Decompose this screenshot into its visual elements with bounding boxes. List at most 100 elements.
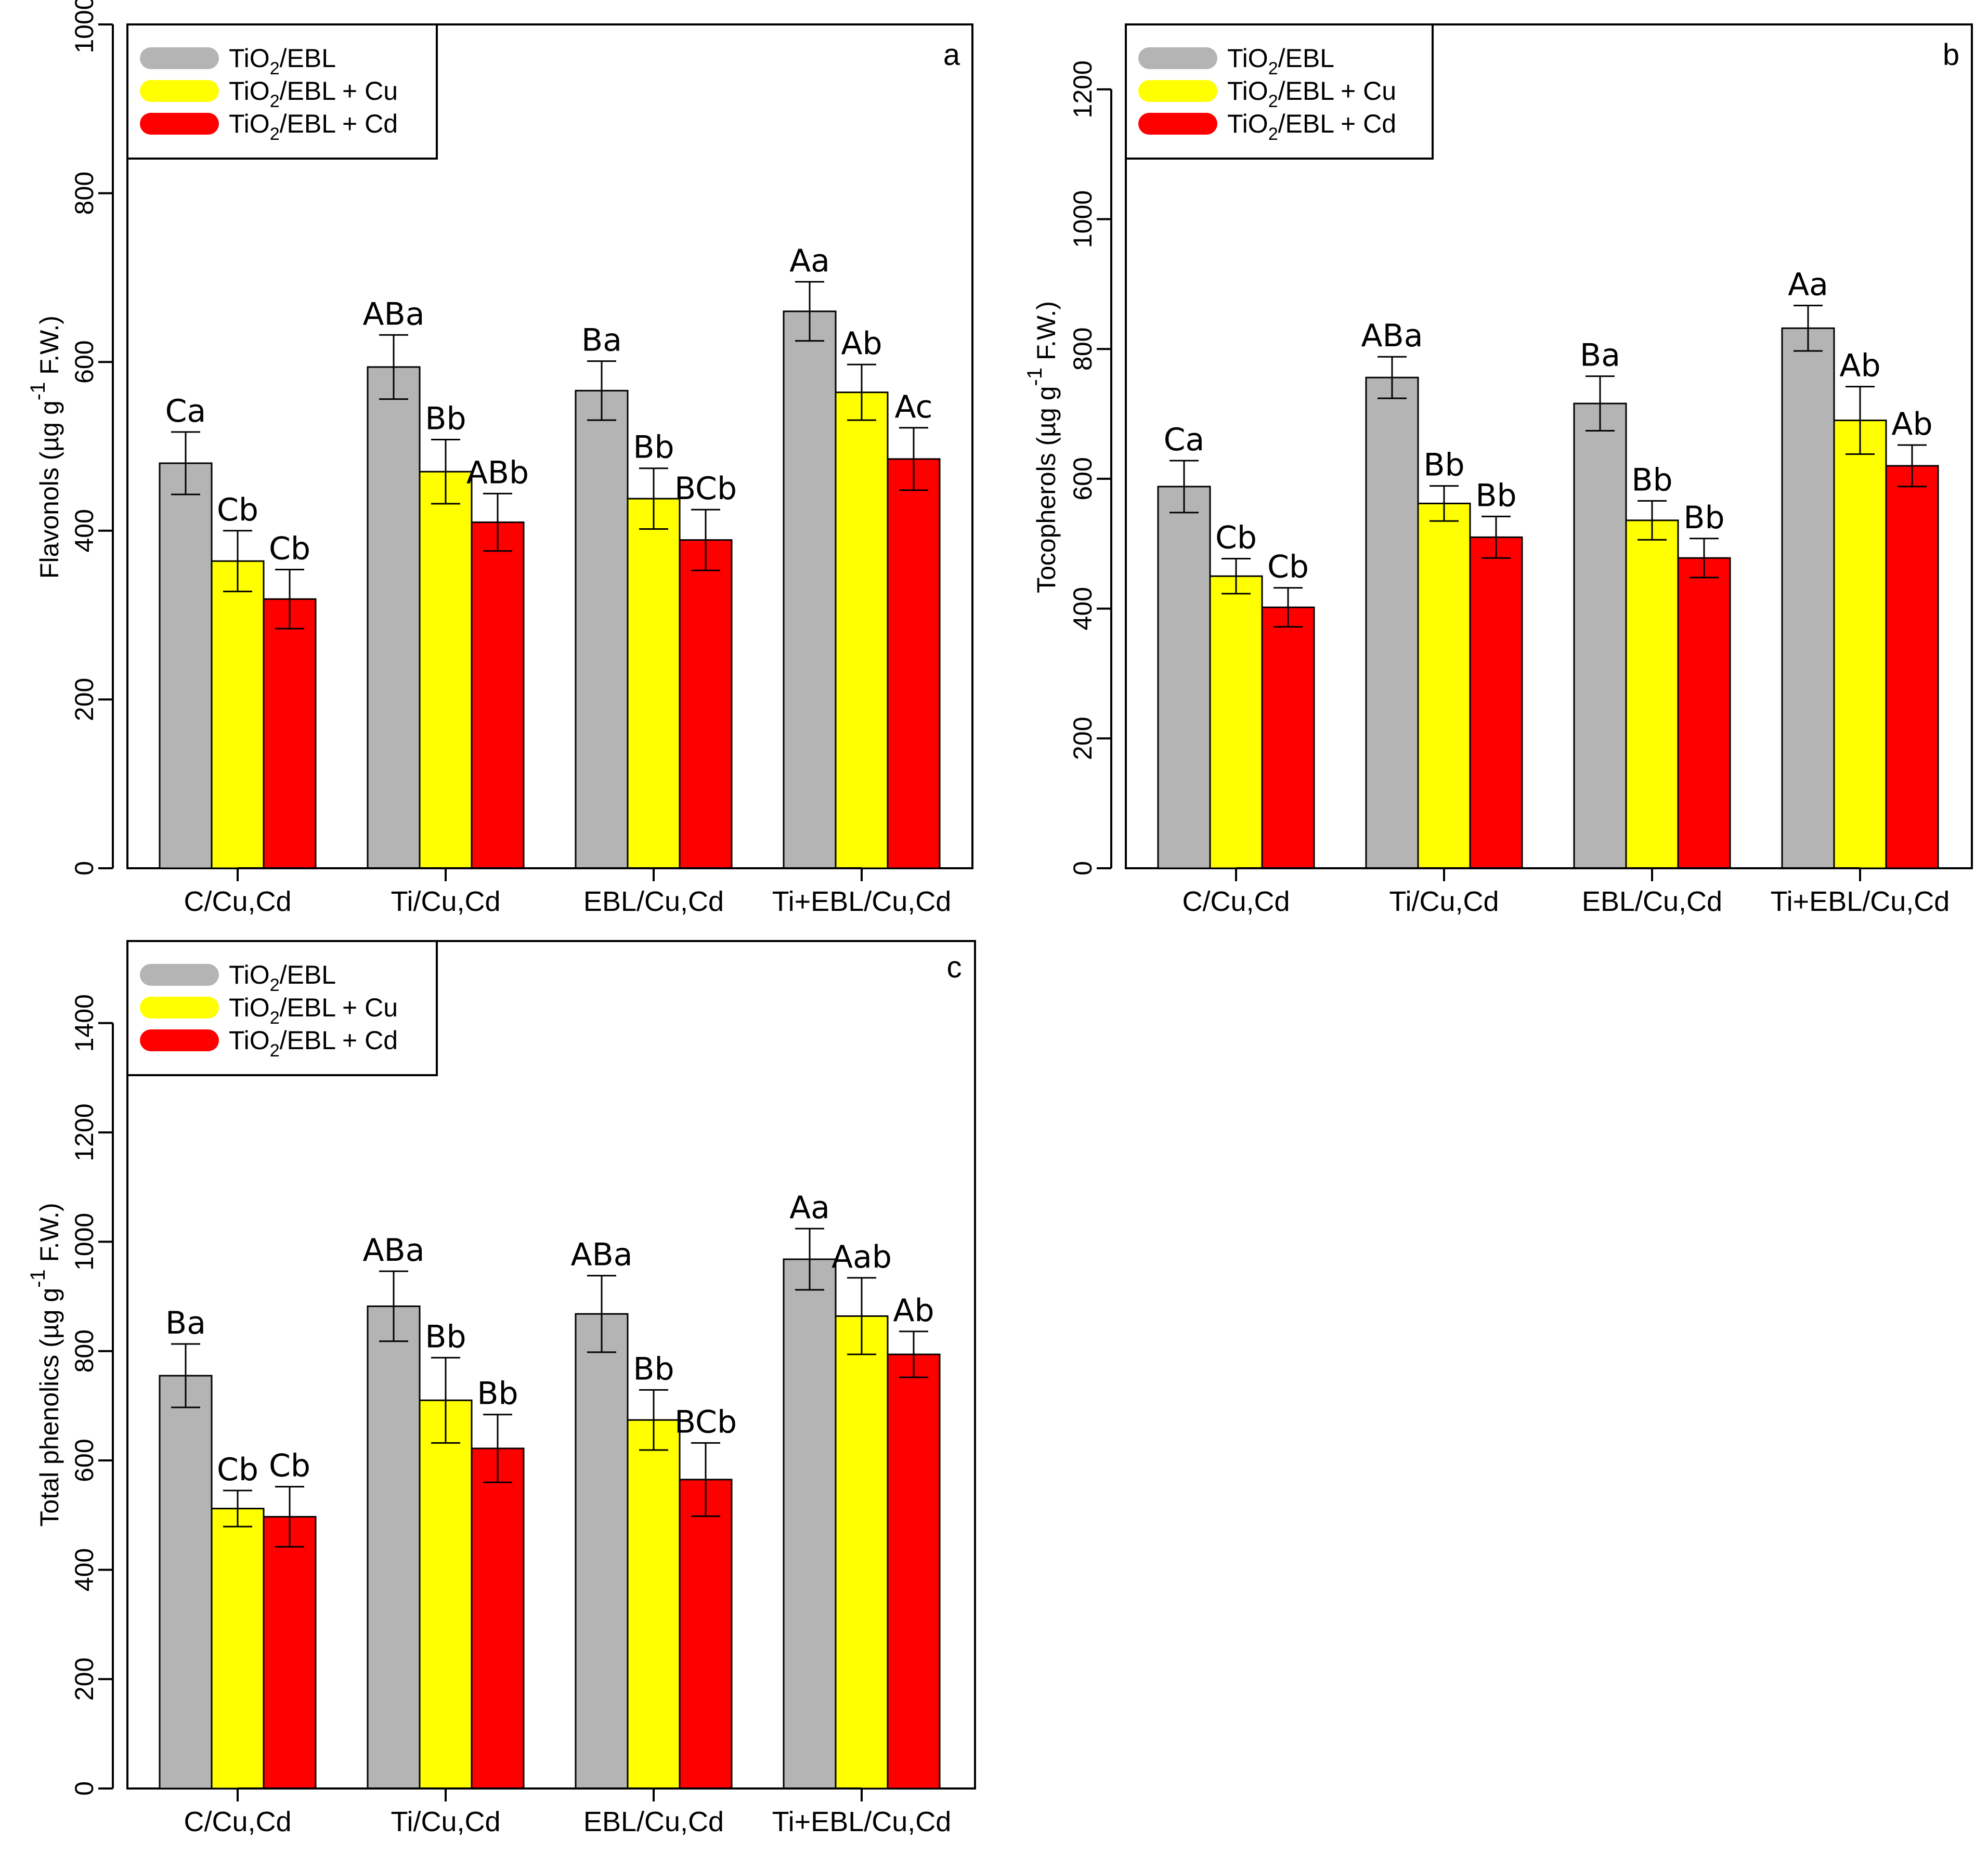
x-axis: C/Cu,Cd Ti/Cu,Cd EBL/Cu,Cd Ti+EBL/Cu,Cd — [184, 867, 952, 917]
bar-red — [263, 598, 317, 869]
bar-yellow — [419, 471, 473, 869]
y-tick-label: 1000 — [70, 1213, 99, 1271]
error-bar — [1690, 538, 1719, 579]
legend-label: TiO2/EBL + Cu — [229, 993, 398, 1028]
y-tick-label: 1000 — [1068, 190, 1097, 248]
legend-entry: TiO2/EBL + Cu — [140, 993, 398, 1028]
bar-yellow — [835, 1315, 889, 1790]
y-axis-title-superscript: -1 — [1023, 368, 1046, 386]
significance-label: Aab — [831, 1239, 892, 1275]
error-bar — [1586, 375, 1615, 432]
y-tick-label: 400 — [70, 509, 99, 552]
bar-gray — [783, 1258, 837, 1790]
error-bar — [275, 568, 304, 630]
error-bar — [483, 492, 512, 552]
x-tick-label: C/Cu,Cd — [184, 886, 291, 917]
significance-label: Aa — [789, 243, 830, 279]
y-tick-label: 0 — [1068, 861, 1097, 876]
bar-yellow — [211, 1508, 265, 1790]
bar-yellow — [1209, 575, 1263, 869]
y-tick-label: 1200 — [70, 1103, 99, 1161]
bar-gray — [159, 1375, 213, 1790]
legend-entry: TiO2/EBL + Cd — [1138, 109, 1396, 144]
y-tick-label: 800 — [70, 172, 99, 215]
y-axis-title-superscript: -1 — [27, 1269, 49, 1288]
error-bar — [431, 439, 460, 505]
significance-label: Ac — [895, 389, 933, 425]
error-bar — [587, 360, 616, 421]
legend-label: TiO2/EBL — [229, 960, 336, 995]
legend-label-subscript: 2 — [1268, 59, 1278, 79]
error-bar — [847, 363, 876, 421]
y-axis-title-main: Flavonols (µg g — [35, 400, 64, 579]
x-tick-label: EBL/Cu,Cd — [583, 886, 724, 917]
bar-red — [1469, 536, 1523, 869]
bar-yellow — [627, 498, 681, 869]
significance-label: BCb — [674, 1404, 737, 1440]
y-axis-title-main: Total phenolics (µg g — [35, 1288, 64, 1527]
error-bar — [223, 1490, 252, 1527]
legend-entry: TiO2/EBL + Cd — [140, 109, 398, 144]
legend-label-subscript: 2 — [270, 124, 280, 144]
panel-letter: a — [943, 38, 960, 72]
legend-label-prefix: TiO — [229, 993, 270, 1022]
error-bar — [379, 1270, 408, 1342]
error-bar — [691, 508, 720, 571]
legend-entry: TiO2/EBL — [1138, 44, 1334, 79]
significance-label: ABa — [1361, 318, 1423, 354]
significance-label: Bb — [633, 1351, 674, 1387]
x-tick-label: Ti+EBL/Cu,Cd — [772, 886, 952, 917]
y-axis: 0 200 400 600 800 1000 — [70, 0, 114, 876]
bar-red — [679, 1479, 733, 1790]
significance-label: Ab — [1891, 406, 1932, 442]
significance-label: Aa — [1788, 267, 1828, 303]
bar-yellow — [419, 1399, 473, 1790]
y-tick-label: 400 — [1068, 587, 1097, 630]
error-bar — [899, 427, 928, 491]
legend-label: TiO2/EBL — [229, 44, 336, 79]
significance-label: Bb — [425, 1318, 466, 1355]
legend-label-subscript: 2 — [270, 59, 280, 79]
x-tick-label: Ti/Cu,Cd — [391, 886, 500, 917]
y-tick-label: 1400 — [70, 994, 99, 1052]
x-tick-label: EBL/Cu,Cd — [583, 1806, 724, 1837]
x-axis: C/Cu,Cd Ti/Cu,Cd EBL/Cu,Cd Ti+EBL/Cu,Cd — [1182, 867, 1950, 917]
y-axis-title-tail: F.W.) — [35, 1203, 64, 1270]
bar-red — [471, 1447, 525, 1790]
bar-red — [1261, 606, 1315, 869]
x-tick-label: EBL/Cu,Cd — [1582, 886, 1722, 917]
significance-label: Cb — [269, 530, 310, 567]
significance-label: Bb — [1631, 462, 1672, 498]
y-axis-title-tail: F.W.) — [1032, 301, 1061, 368]
error-bar — [1898, 444, 1927, 488]
chart-panel-c: 0 200 400 600 800 1000 1200 1400 Total phenolics… — [27, 940, 976, 1837]
significance-label: ABa — [363, 1232, 425, 1269]
significance-label: Bb — [477, 1376, 518, 1412]
x-tick-label: Ti+EBL/Cu,Cd — [1771, 886, 1950, 917]
y-axis-title-main: Tocopherols (µg g — [1032, 386, 1061, 593]
panel-letter: b — [1943, 38, 1959, 72]
significance-label: Ba — [165, 1305, 206, 1341]
significance-label: BCb — [674, 471, 737, 507]
bar-yellow — [1833, 420, 1887, 869]
bar-red — [887, 1353, 941, 1790]
legend-label-suffix: /EBL — [280, 960, 336, 989]
error-bar — [587, 1275, 616, 1353]
bar-gray — [1157, 486, 1211, 869]
error-bar — [1794, 305, 1823, 352]
significance-label: Ca — [1164, 422, 1205, 458]
error-bar — [639, 467, 668, 530]
significance-label: Cb — [1267, 549, 1309, 585]
legend-label: TiO2/EBL + Cd — [229, 109, 398, 144]
significance-label: Bb — [425, 401, 466, 437]
y-tick-label: 1200 — [1068, 60, 1097, 118]
significance-label: Cb — [217, 1452, 258, 1488]
legend-label-suffix: /EBL — [1278, 44, 1334, 73]
y-axis: 0 200 400 600 800 1000 1200 1400 — [70, 994, 114, 1796]
significance-label: Bb — [1683, 500, 1724, 536]
x-tick-label: C/Cu,Cd — [1182, 886, 1290, 917]
significance-label: Cb — [1215, 519, 1257, 556]
bar-gray — [575, 1313, 629, 1790]
y-axis-title: Tocopherols (µg g-1 F.W.) — [1023, 301, 1061, 593]
